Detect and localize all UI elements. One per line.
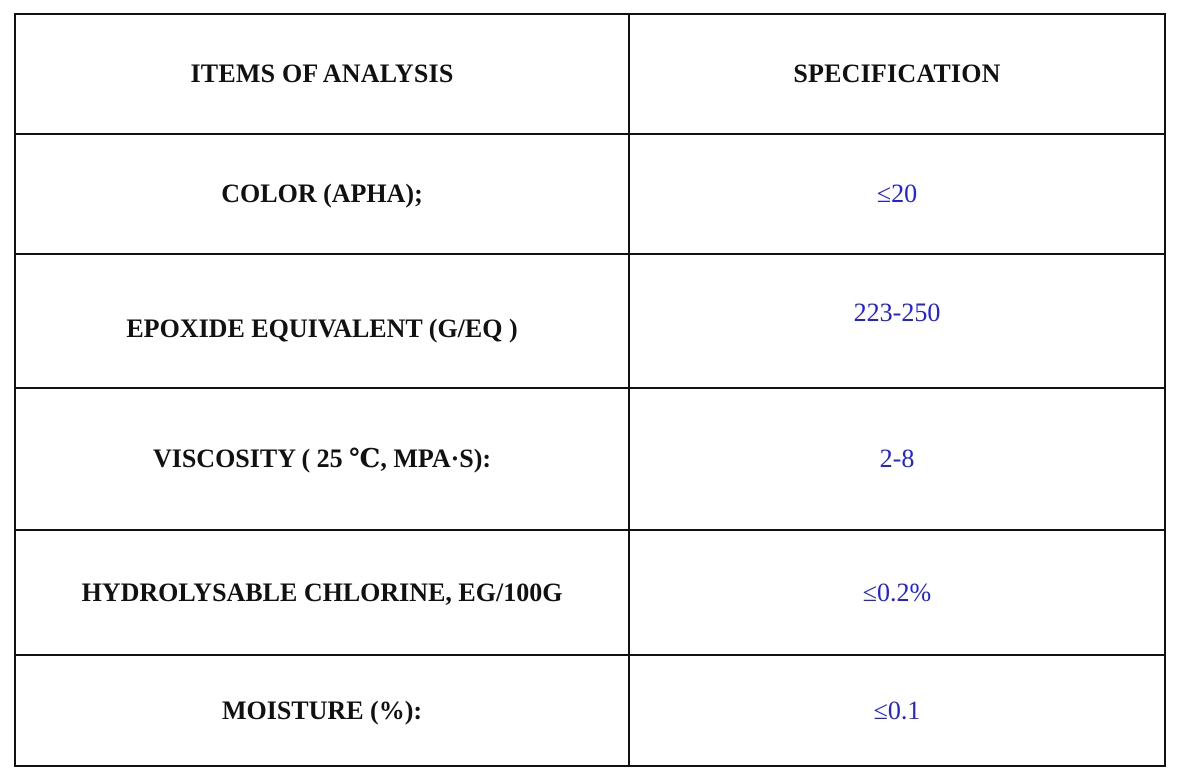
spec-value-cell: 2-8: [628, 387, 1166, 531]
header-specification: SPECIFICATION: [628, 13, 1166, 135]
table-header-row: ITEMS OF ANALYSIS SPECIFICATION: [14, 13, 1166, 135]
item-name-cell: COLOR (APHA);: [14, 133, 630, 255]
item-name-cell: HYDROLYSABLE CHLORINE, EG/100G: [14, 529, 630, 656]
item-name-text: EPOXIDE EQUIVALENT (G/EQ ): [126, 314, 518, 343]
table-row: COLOR (APHA); ≤20: [14, 133, 1166, 255]
item-name-cell: MOISTURE (%):: [14, 654, 630, 767]
spec-value-text: 223-250: [853, 298, 941, 327]
specification-table: ITEMS OF ANALYSIS SPECIFICATION COLOR (A…: [14, 13, 1166, 767]
spec-value-cell: ≤0.1: [628, 654, 1166, 767]
header-items-of-analysis: ITEMS OF ANALYSIS: [14, 13, 630, 135]
spec-value-cell: ≤20: [628, 133, 1166, 255]
table-row: EPOXIDE EQUIVALENT (G/EQ ) 223-250: [14, 253, 1166, 389]
table-row: VISCOSITY ( 25 ℃, MPA·S): 2-8: [14, 387, 1166, 531]
item-name-cell: VISCOSITY ( 25 ℃, MPA·S):: [14, 387, 630, 531]
table-row: HYDROLYSABLE CHLORINE, EG/100G ≤0.2%: [14, 529, 1166, 656]
spec-value-cell: ≤0.2%: [628, 529, 1166, 656]
table-row: MOISTURE (%): ≤0.1: [14, 654, 1166, 767]
item-name-cell: EPOXIDE EQUIVALENT (G/EQ ): [14, 253, 630, 389]
spec-value-cell: 223-250: [628, 253, 1166, 389]
